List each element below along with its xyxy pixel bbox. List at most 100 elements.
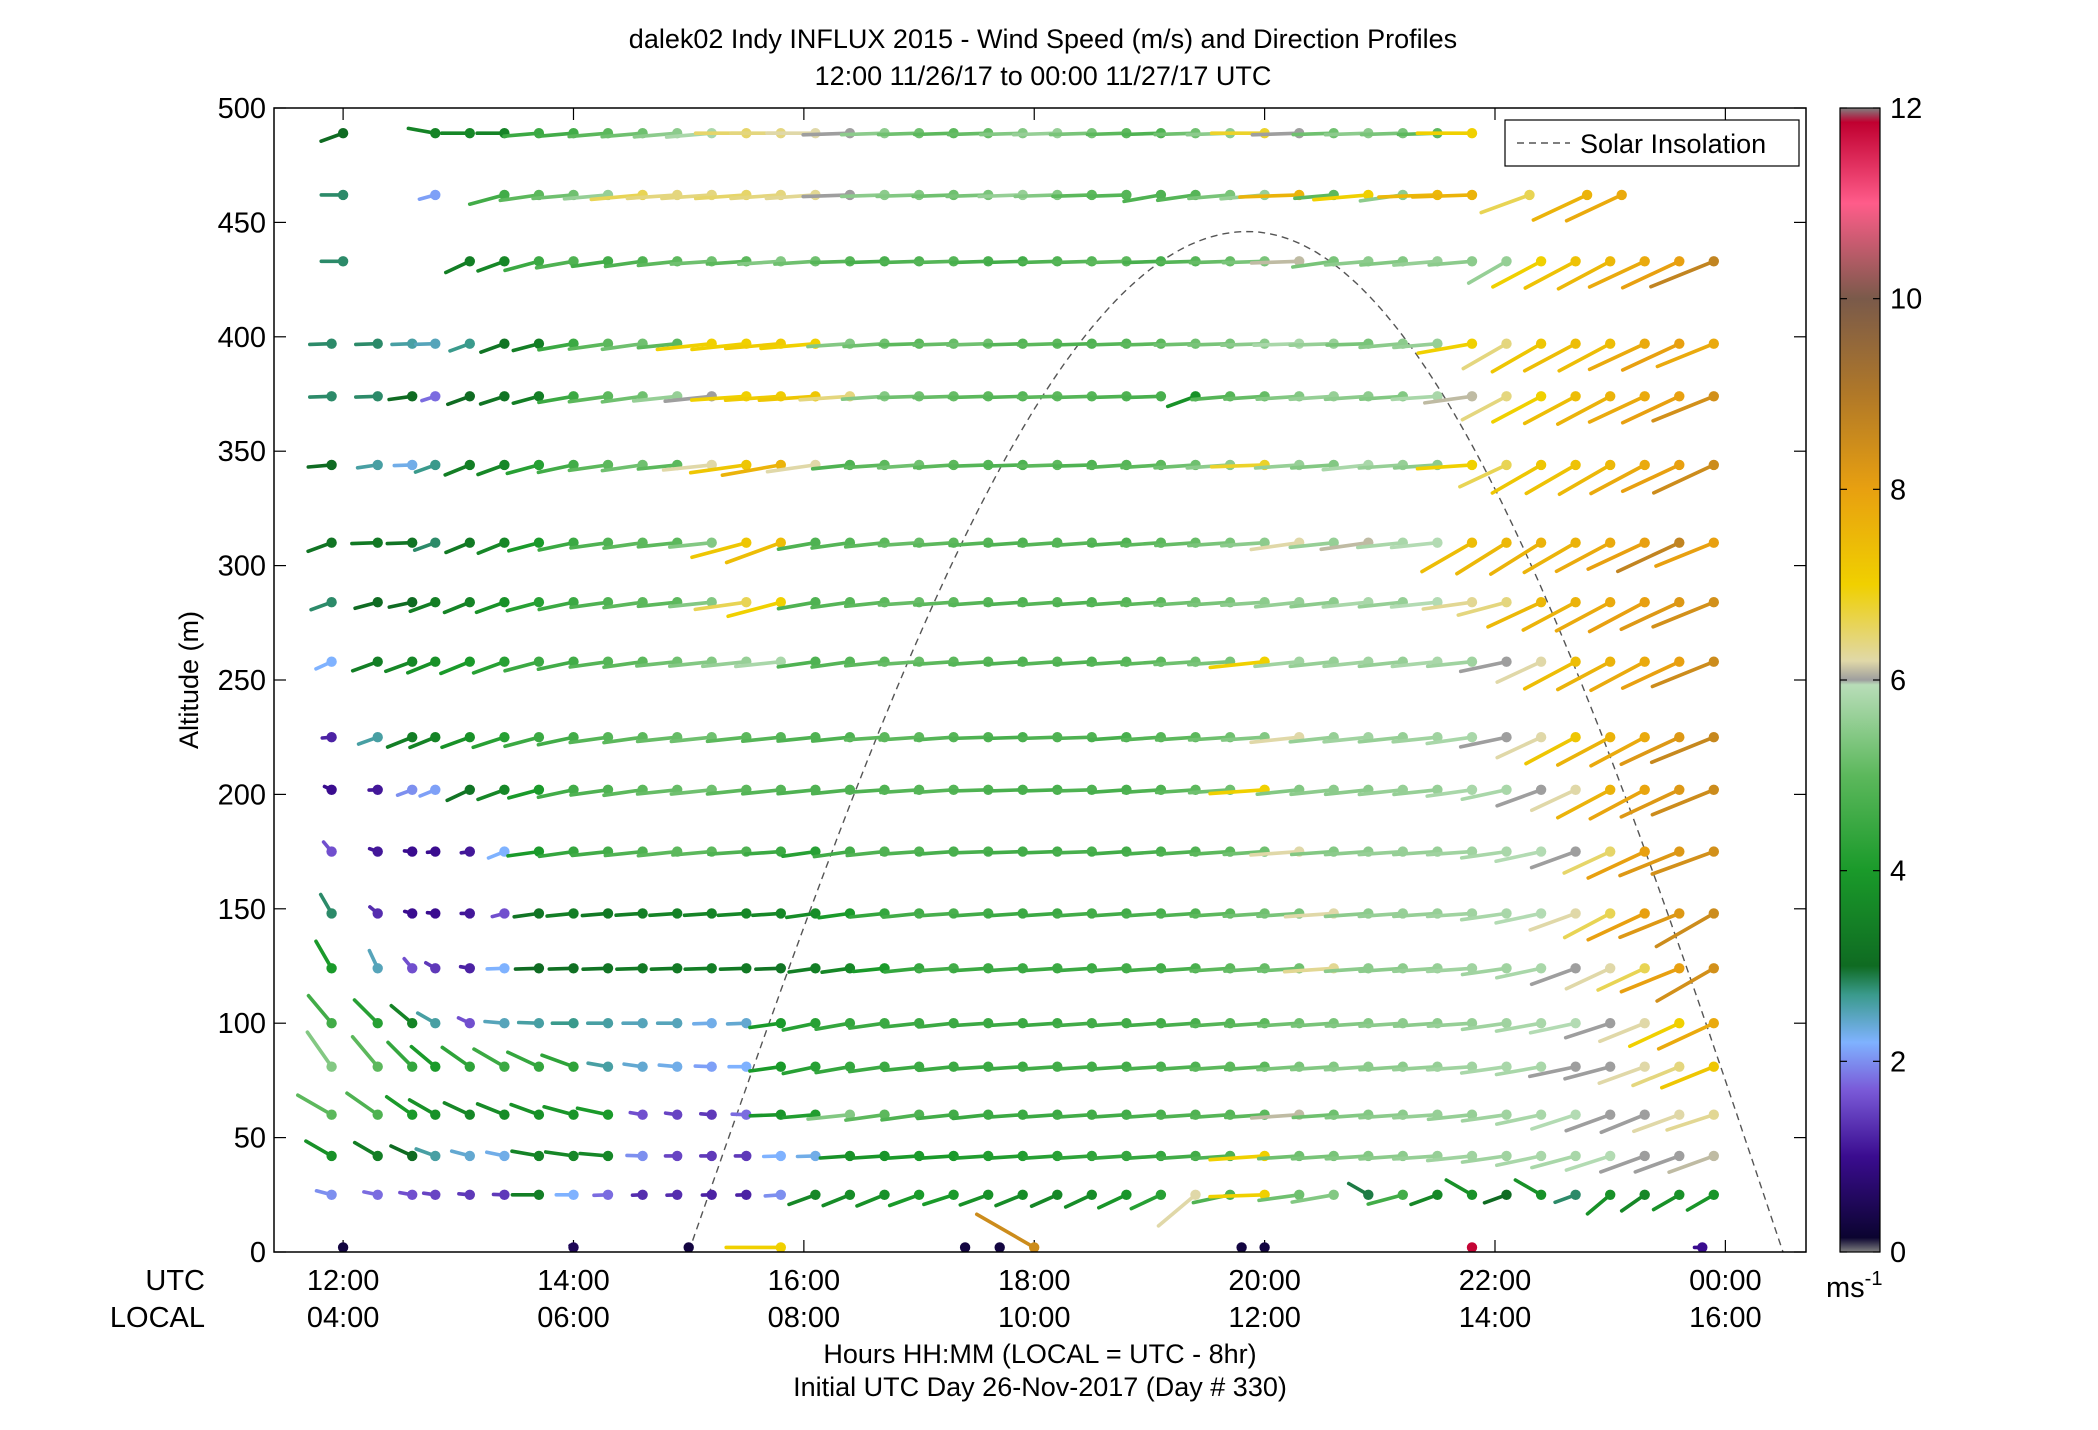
wind-vector-dot [1605, 391, 1615, 401]
wind-vector [1653, 597, 1719, 627]
wind-vector [1491, 538, 1547, 575]
wind-vector-dot [326, 460, 336, 470]
wind-vector-shaft [1022, 1115, 1057, 1118]
wind-vector-dot [1259, 1242, 1269, 1252]
wind-vector [1622, 1190, 1650, 1211]
y-axis-label: Altitude (m) [174, 611, 204, 749]
wind-vector [857, 1190, 890, 1206]
wind-vector-dot [707, 538, 717, 548]
wind-vector [1591, 460, 1650, 494]
wind-vector-dot [1467, 256, 1477, 266]
wind-vector [1413, 190, 1478, 200]
wind-vector-dot [465, 785, 475, 795]
wind-vector [321, 128, 348, 141]
wind-vector [1525, 391, 1581, 423]
wind-vector [450, 339, 475, 351]
wind-vector-dot [1617, 190, 1627, 200]
wind-vector-shaft [1590, 602, 1645, 631]
wind-vector-dot [776, 1242, 786, 1252]
wind-vector-dot [465, 1151, 475, 1161]
wind-vector [616, 908, 648, 918]
wind-vector-dot [776, 1062, 786, 1072]
wind-vector [650, 908, 683, 918]
wind-vector [387, 538, 417, 548]
wind-vector [787, 908, 821, 918]
wind-vector [310, 339, 337, 349]
wind-vector [594, 1190, 613, 1200]
wind-vector-dot [1536, 1018, 1546, 1028]
wind-vector [400, 1190, 418, 1200]
wind-vector-dot [1536, 732, 1546, 742]
wind-vector [1411, 1190, 1443, 1205]
wind-vector-shaft [1557, 543, 1611, 572]
wind-vector-dot [407, 1018, 417, 1028]
wind-vector-dot [637, 1151, 647, 1161]
wind-vector [666, 1110, 683, 1120]
wind-vector [1559, 256, 1616, 289]
wind-vector [428, 846, 441, 856]
wind-vector-dot [1709, 846, 1719, 856]
wind-vector-dot [407, 391, 417, 401]
legend: Solar Insolation [1505, 120, 1799, 166]
wind-vector [324, 842, 337, 857]
wind-vector-shaft [988, 1023, 1023, 1025]
wind-vector [822, 963, 855, 973]
wind-vector-dot [1709, 1062, 1719, 1072]
wind-vector-dot [568, 1062, 578, 1072]
wind-vector-shaft [505, 261, 539, 270]
wind-vector [516, 963, 545, 973]
wind-vector [750, 1110, 786, 1120]
wind-vector-dot [1697, 1242, 1707, 1252]
wind-vector-dot [465, 256, 475, 266]
wind-vector-dot [1467, 460, 1477, 470]
wind-vector-shaft [918, 968, 954, 971]
wind-vector [1446, 1180, 1477, 1200]
wind-vector-dot [534, 1062, 544, 1072]
wind-vector-dot [1501, 963, 1511, 973]
wind-vector-dot [1524, 190, 1534, 200]
wind-vector-dot [1501, 657, 1511, 667]
wind-vector [1259, 1242, 1269, 1252]
wind-vector-dot [1605, 846, 1615, 856]
wind-vector [369, 951, 383, 974]
wind-vector-dot [499, 391, 509, 401]
wind-vector-dot [534, 785, 544, 795]
wind-vector-dot [430, 657, 440, 667]
wind-vector-dot [672, 1151, 682, 1161]
wind-vector-dot [1570, 1110, 1580, 1120]
wind-vector-dot [430, 1062, 440, 1072]
wind-vector-dot [672, 1018, 682, 1028]
wind-vector-shaft [950, 465, 988, 466]
wind-vector-shaft [1018, 344, 1057, 345]
wind-vector [1621, 597, 1684, 629]
wind-vector-shaft [746, 852, 781, 854]
wind-vector [1124, 391, 1166, 401]
wind-vector-shaft [1621, 968, 1679, 991]
y-tick-label: 500 [218, 93, 266, 125]
wind-vector-dot [684, 1242, 694, 1252]
wind-vector [321, 256, 348, 266]
wind-vector-dot [430, 391, 440, 401]
wind-vector [890, 1190, 925, 1206]
wind-vector-shaft [1020, 261, 1057, 262]
wind-vector-shaft [1124, 261, 1161, 262]
wind-vector [1623, 391, 1685, 423]
wind-vector-dot [707, 1110, 717, 1120]
wind-vector-dot [603, 1018, 613, 1028]
wind-vector [461, 908, 475, 918]
wind-vector-shaft [505, 737, 539, 746]
wind-vector-dot [1363, 1190, 1373, 1200]
wind-vector [338, 1242, 348, 1252]
wind-vector-dot [407, 963, 417, 973]
wind-vector [356, 339, 383, 349]
wind-vector [695, 1062, 717, 1072]
wind-vector-dot [810, 1190, 820, 1200]
wind-vector-dot [1432, 1190, 1442, 1200]
wind-vector-shaft [1022, 913, 1057, 915]
wind-vector [549, 963, 578, 973]
row-label-utc: UTC [145, 1265, 205, 1297]
wind-vector [321, 895, 337, 919]
wind-vector [1588, 908, 1650, 940]
wind-vector-dot [430, 785, 440, 795]
